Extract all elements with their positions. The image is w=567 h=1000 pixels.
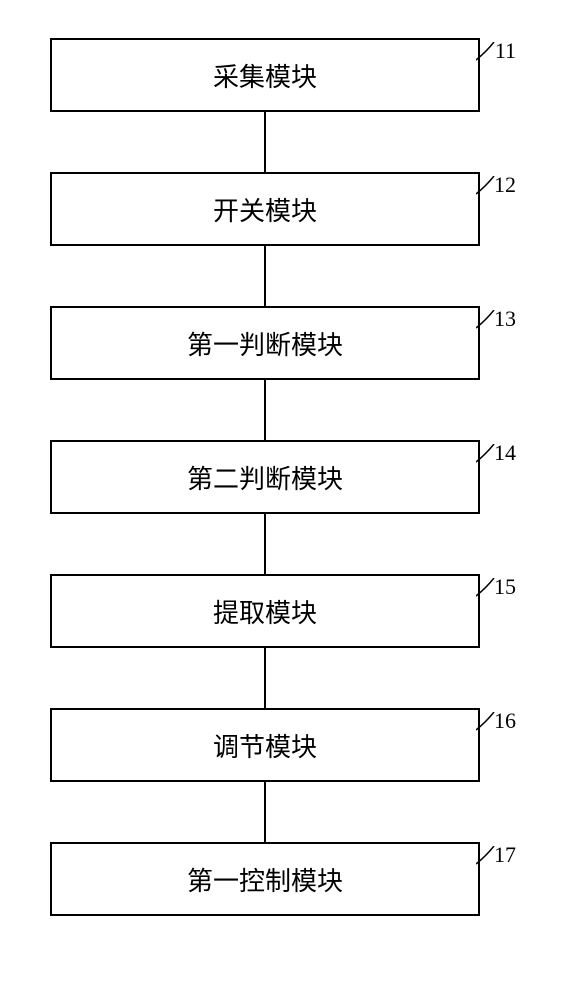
- node-wrapper: 第一判断模块 13: [50, 306, 520, 380]
- label-curve-icon: [476, 310, 496, 330]
- label-curve-icon: [476, 444, 496, 464]
- flowchart-connector: [264, 648, 266, 708]
- node-text: 提取模块: [213, 593, 317, 630]
- node-wrapper: 采集模块 11: [50, 38, 520, 112]
- flowchart-connector: [264, 112, 266, 172]
- node-wrapper: 开关模块 12: [50, 172, 520, 246]
- node-wrapper: 第二判断模块 14: [50, 440, 520, 514]
- node-text: 开关模块: [213, 191, 317, 228]
- flowchart-container: 采集模块 11 开关模块 12 第一判断模块 13 第二判断模块: [50, 38, 520, 916]
- flowchart-node: 调节模块 16: [50, 708, 480, 782]
- node-text: 第二判断模块: [187, 459, 343, 496]
- label-curve-icon: [476, 712, 496, 732]
- node-text: 调节模块: [213, 727, 317, 764]
- label-curve-icon: [476, 578, 496, 598]
- node-number: 14: [494, 440, 516, 466]
- flowchart-node: 第一控制模块 17: [50, 842, 480, 916]
- label-curve-icon: [476, 176, 496, 196]
- node-number: 13: [494, 306, 516, 332]
- node-wrapper: 调节模块 16: [50, 708, 520, 782]
- node-text: 第一判断模块: [187, 325, 343, 362]
- flowchart-node: 第二判断模块 14: [50, 440, 480, 514]
- label-curve-icon: [476, 846, 496, 866]
- node-number: 11: [495, 38, 516, 64]
- node-wrapper: 第一控制模块 17: [50, 842, 520, 916]
- flowchart-node: 采集模块 11: [50, 38, 480, 112]
- node-number: 15: [494, 574, 516, 600]
- flowchart-connector: [264, 246, 266, 306]
- flowchart-node: 开关模块 12: [50, 172, 480, 246]
- node-text: 第一控制模块: [187, 861, 343, 898]
- node-wrapper: 提取模块 15: [50, 574, 520, 648]
- node-number: 12: [494, 172, 516, 198]
- flowchart-connector: [264, 514, 266, 574]
- flowchart-connector: [264, 782, 266, 842]
- flowchart-connector: [264, 380, 266, 440]
- flowchart-node: 第一判断模块 13: [50, 306, 480, 380]
- label-curve-icon: [476, 42, 496, 62]
- node-text: 采集模块: [213, 57, 317, 94]
- node-number: 17: [494, 842, 516, 868]
- node-number: 16: [494, 708, 516, 734]
- flowchart-node: 提取模块 15: [50, 574, 480, 648]
